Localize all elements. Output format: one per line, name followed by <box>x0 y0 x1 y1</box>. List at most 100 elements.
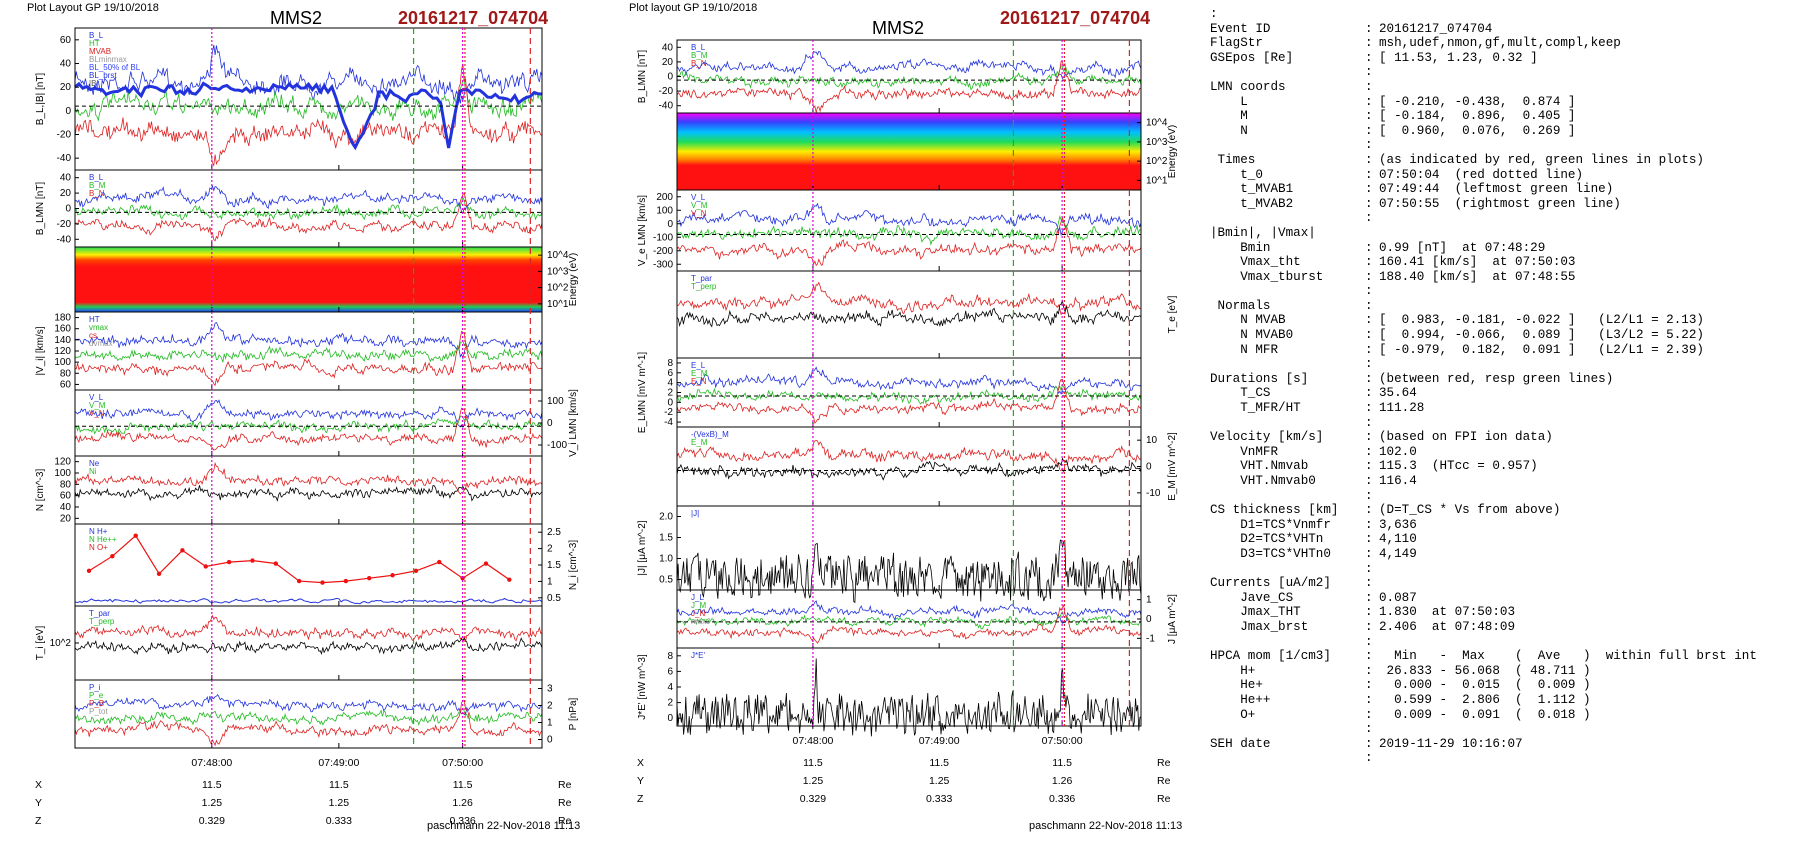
summary-colon: : <box>1365 109 1373 124</box>
summary-line: t_MVAB2:07:50:55 (rightmost green line) <box>1210 197 1800 212</box>
summary-line: D3=TCS*VHTn0:4,149 <box>1210 547 1800 562</box>
tick-label: 1.5 <box>659 533 673 544</box>
tick-label: 200 <box>656 192 673 203</box>
tick-label: 10 <box>1146 435 1158 446</box>
tick-label: 0 <box>1146 614 1152 625</box>
tick-label: 100 <box>656 205 673 216</box>
tick-label: -2 <box>664 407 673 418</box>
tick-label: 0 <box>65 204 71 215</box>
summary-key: |Bmin|, |Vmax| <box>1210 225 1316 240</box>
trace-black <box>676 658 1142 737</box>
legend-item: V_N <box>89 409 105 418</box>
tick-label: 0 <box>667 713 673 724</box>
summary-key: D1=TCS*Vnmfr <box>1210 517 1331 532</box>
summary-value: 20161217_074704 <box>1379 21 1493 36</box>
tick-label: 100 <box>54 468 71 479</box>
legend-item: -(VexB)_M <box>691 430 729 439</box>
summary-colon: : <box>1365 736 1373 751</box>
summary-colon: : <box>1365 211 1373 226</box>
tick-label: 0 <box>667 397 673 408</box>
orbit-row-label: Y <box>637 775 644 787</box>
summary-colon: : <box>1365 269 1373 284</box>
spectrogram <box>677 113 1141 190</box>
summary-colon: : <box>1365 692 1373 707</box>
legend-item: N H+ <box>89 527 108 536</box>
tick-label: 0 <box>547 735 553 746</box>
tick-label: -40 <box>57 234 72 245</box>
orbit-unit: Re <box>558 779 572 791</box>
orbit-unit: Re <box>1157 757 1171 769</box>
summary-value: (as indicated by red, green lines in plo… <box>1379 152 1704 167</box>
summary-colon: : <box>1365 284 1373 299</box>
summary-colon: : <box>1365 240 1373 255</box>
axis-label: N [cm^-3] <box>35 469 46 512</box>
tick-label: 10^2 <box>50 638 72 649</box>
data-point-he-plus-plus <box>320 580 325 585</box>
tick-label: 1 <box>1146 595 1152 606</box>
summary-line: |Bmin|, |Vmax| <box>1210 226 1800 241</box>
summary-value: 102.0 <box>1379 444 1417 459</box>
summary-line: M: [ -0.184, 0.896, 0.405 ] <box>1210 109 1800 124</box>
summary-colon: : <box>1365 634 1373 649</box>
summary-line: : <box>1210 211 1800 226</box>
panel-frame <box>74 311 543 391</box>
summary-line: SEH date:2019-11-29 10:16:07 <box>1210 737 1800 752</box>
summary-value: [ 0.994, -0.066, 0.089 ] (L3/L2 = 5.22) <box>1379 328 1704 343</box>
summary-key: LMN coords <box>1210 79 1286 94</box>
summary-key: O+ <box>1210 707 1256 722</box>
tick-label: 8 <box>667 651 673 662</box>
summary-colon: : <box>1365 79 1373 94</box>
tick-label: 10^4 <box>1146 118 1168 129</box>
tick-label: 180 <box>54 313 71 324</box>
legend-item: HT <box>89 315 100 324</box>
data-point-he-plus-plus <box>460 575 465 581</box>
tick-label: -300 <box>653 259 673 270</box>
summary-key: SEH date <box>1210 736 1271 751</box>
summary-key: t_MVAB2 <box>1210 196 1294 211</box>
data-point-he-plus-plus <box>296 578 302 584</box>
summary-colon: : <box>1365 561 1373 576</box>
axis-label: N_i [cm^-3] <box>568 540 579 590</box>
tick-label: 60 <box>60 35 72 46</box>
legend-item: B_N <box>89 189 105 198</box>
summary-value: 2019-11-29 10:16:07 <box>1379 736 1523 751</box>
summary-value: 0.599 - 2.806 ( 1.112 ) <box>1379 692 1591 707</box>
tick-label: 10^1 <box>1146 175 1168 186</box>
tick-label: 10^2 <box>1146 156 1168 167</box>
trace <box>676 611 1142 630</box>
legend-item: V_M <box>89 401 106 410</box>
axis-label: B_LMN [nT] <box>35 182 46 236</box>
summary-key: GSEpos [Re] <box>1210 50 1294 65</box>
summary-colon: : <box>1365 167 1373 182</box>
orbit-value: 0.329 <box>199 815 225 827</box>
panel-frame <box>74 389 543 457</box>
legend-item: N O+ <box>89 543 108 552</box>
summary-colon: : <box>1365 357 1373 372</box>
tick-label: 2 <box>547 544 553 555</box>
trace <box>676 383 1142 405</box>
legend-item: Ne <box>89 459 100 468</box>
summary-key: T_MFR/HT <box>1210 401 1301 416</box>
trace <box>676 281 1142 316</box>
summary-line: Vmax_tburst:188.40 [km/s] at 07:48:55 <box>1210 270 1800 285</box>
axis-label: E_M [mV m^-2] <box>1167 432 1178 501</box>
legend-item: P_e <box>89 691 104 700</box>
trace <box>74 192 543 242</box>
orbit-unit: Re <box>558 797 572 809</box>
summary-line: Vmax_tht:160.41 [km/s] at 07:50:03 <box>1210 255 1800 270</box>
tick-label: -100 <box>653 232 673 243</box>
summary-line: : <box>1210 65 1800 80</box>
legend-item: T_par <box>89 609 110 618</box>
axis-label: Energy (eV) <box>1167 125 1178 178</box>
summary-line: : <box>1210 722 1800 737</box>
summary-line: Normals: <box>1210 299 1800 314</box>
legend-item: B_M <box>691 51 708 60</box>
orbit-value: 1.25 <box>929 775 950 787</box>
axis-label: J [μA m^-2] <box>1167 594 1178 644</box>
summary-value: Min - Max ( Ave ) within full brst int <box>1379 649 1757 664</box>
summary-line: T_CS:35.64 <box>1210 386 1800 401</box>
summary-colon: : <box>1365 386 1373 401</box>
